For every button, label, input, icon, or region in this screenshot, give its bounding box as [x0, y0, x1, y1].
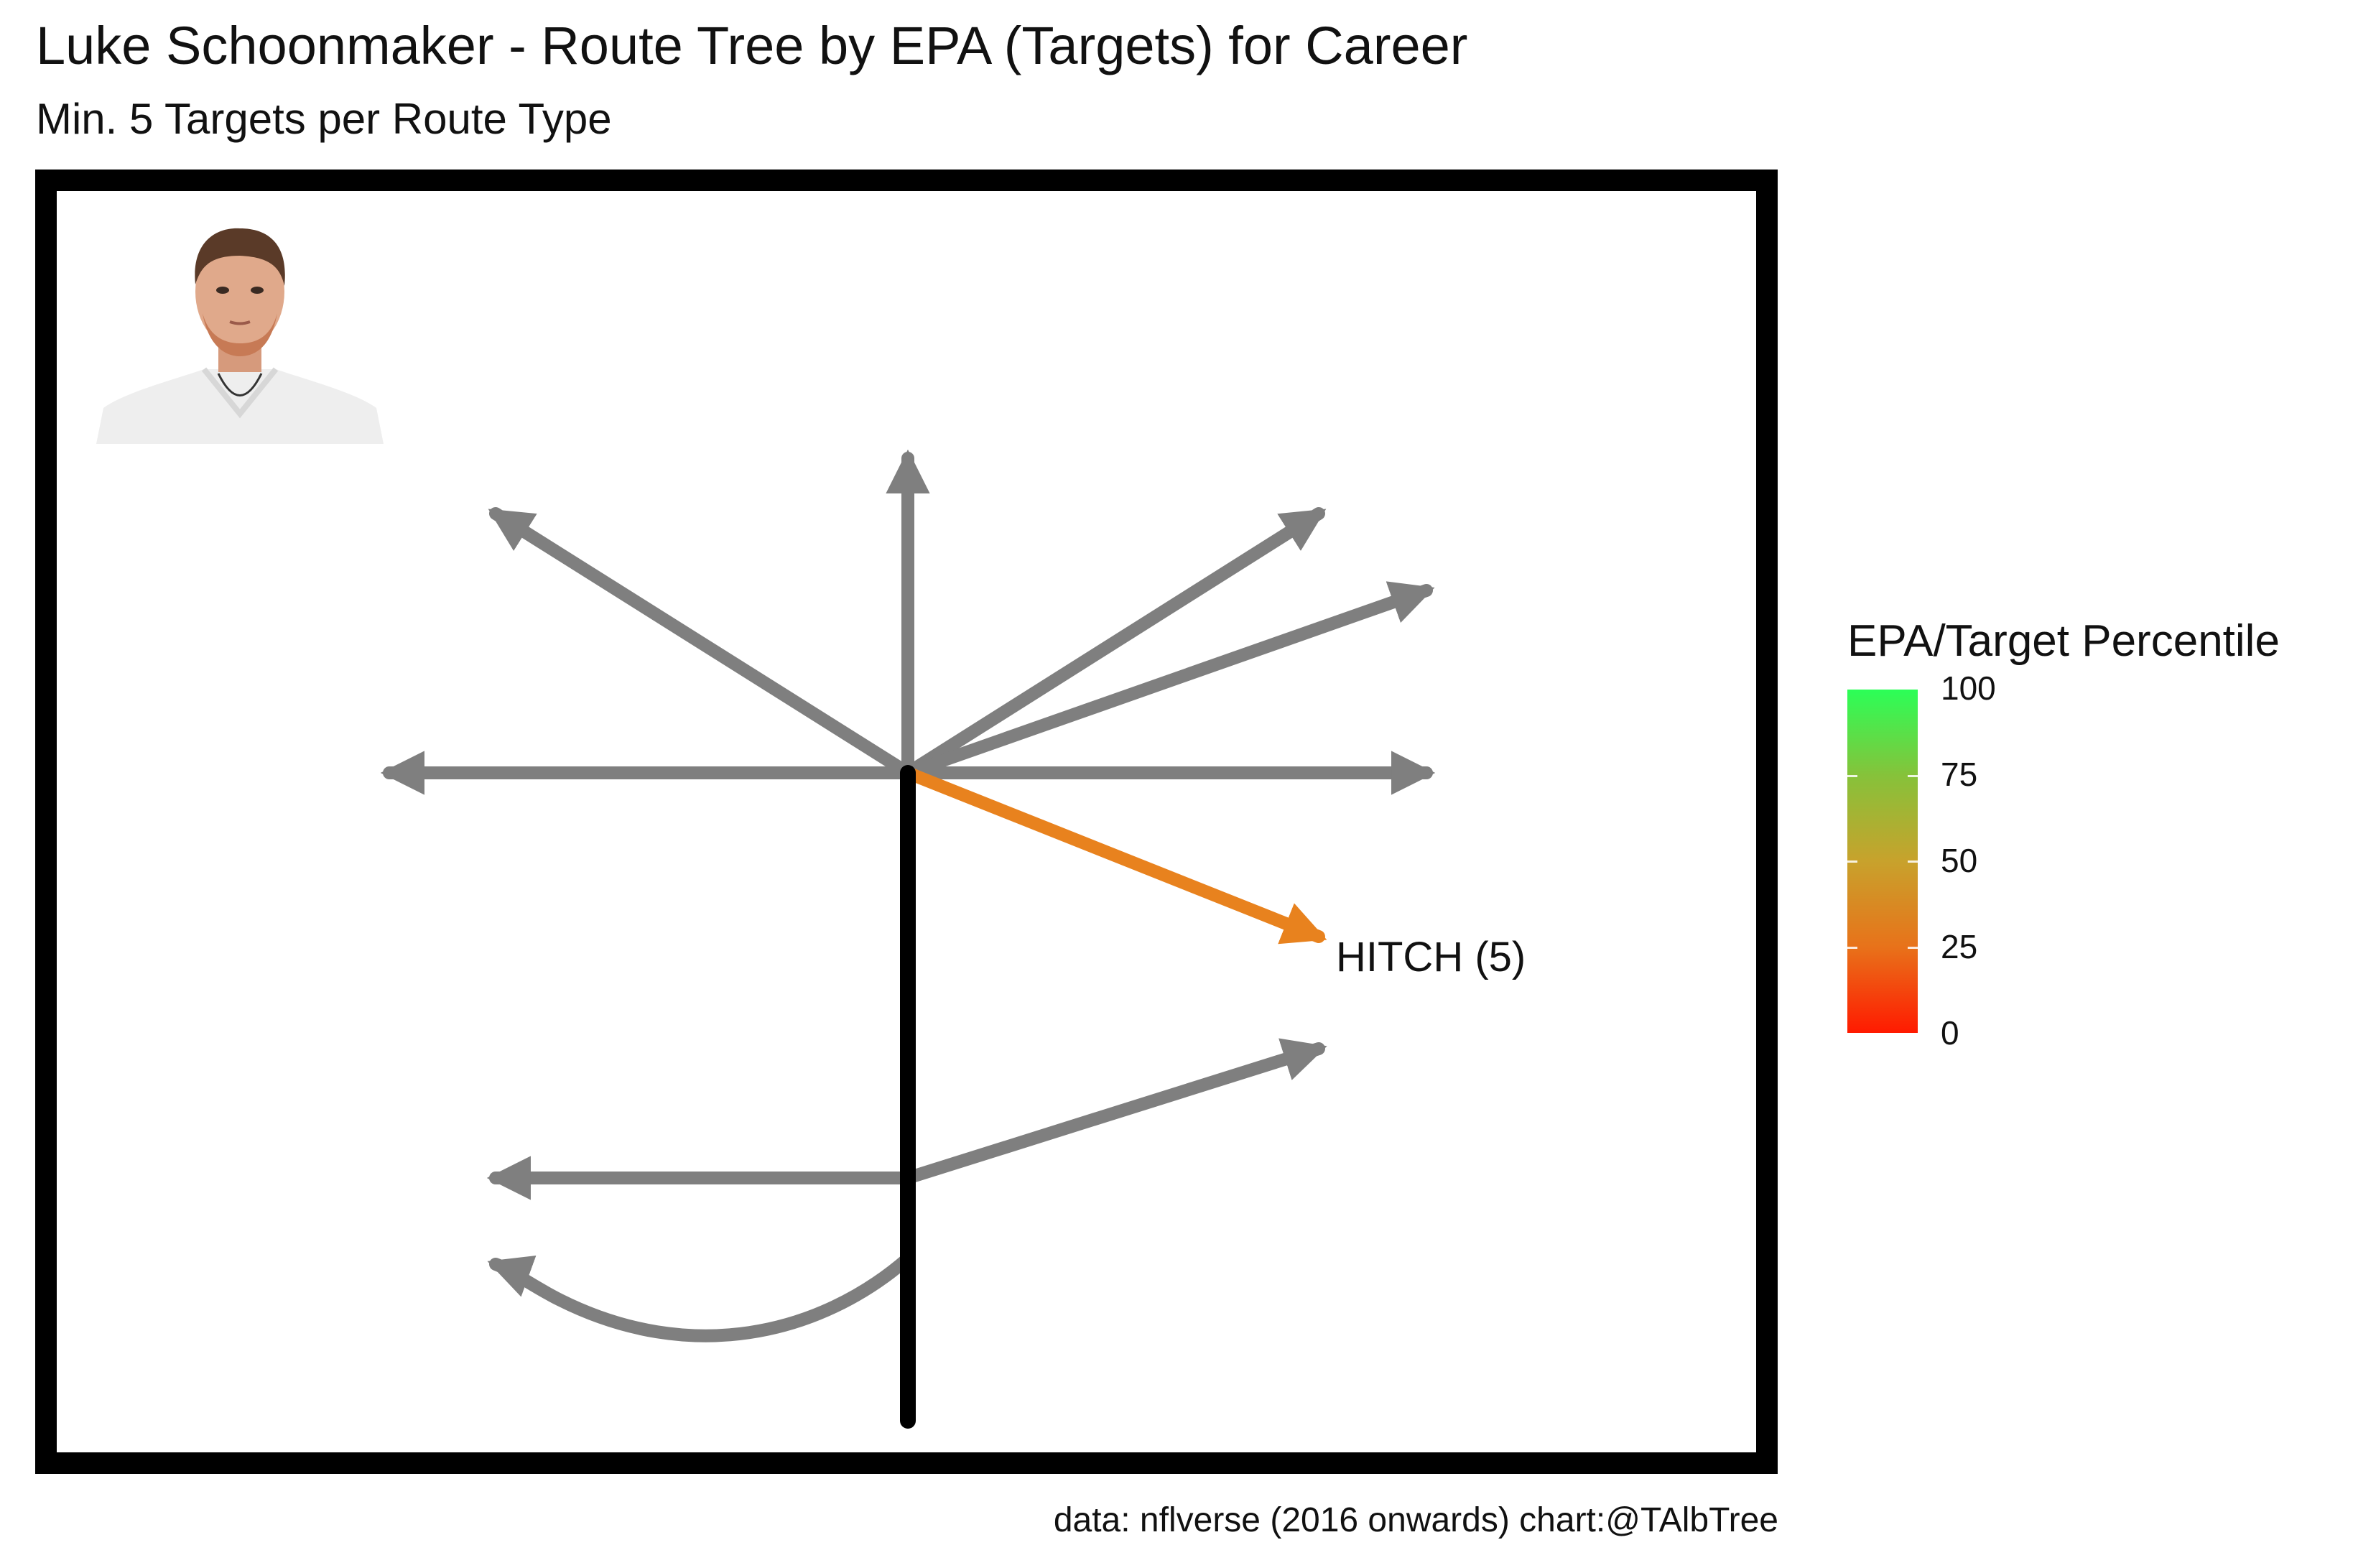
route-corner-2 — [901, 581, 1435, 779]
player-headshot — [96, 220, 384, 444]
route-post — [488, 507, 914, 779]
route-corner — [901, 507, 1327, 779]
inactive-routes — [380, 449, 1436, 1342]
legend-label-0: 0 — [1941, 1014, 1959, 1052]
legend-tick-mark — [1847, 860, 1857, 863]
route-wheel — [901, 1038, 1327, 1184]
legend-label-75: 75 — [1941, 756, 1978, 793]
legend-tick-mark — [1908, 947, 1918, 949]
legend-tick-mark — [1908, 860, 1918, 863]
legend-colorbar — [1847, 690, 1918, 1033]
legend-tick-mark — [1847, 947, 1857, 949]
legend-tick-mark — [1847, 775, 1857, 777]
legend-title: EPA/Target Percentile — [1847, 616, 2280, 666]
legend-label-25: 25 — [1941, 928, 1978, 965]
route-screen — [487, 1252, 914, 1342]
legend-label-100: 100 — [1941, 669, 1996, 707]
field-border — [35, 170, 1778, 1474]
route-label-hitch: HITCH (5) — [1336, 934, 1526, 980]
chart-subtitle: Min. 5 Targets per Route Type — [36, 95, 612, 143]
chart-title: Luke Schoonmaker - Route Tree by EPA (Ta… — [36, 16, 1468, 75]
legend-tick-mark — [1908, 775, 1918, 777]
legend-label-50: 50 — [1941, 842, 1978, 879]
chart-caption: data: nflverse (2016 onwards) chart:@TAl… — [1053, 1501, 1778, 1539]
route-hitch — [901, 766, 1327, 945]
